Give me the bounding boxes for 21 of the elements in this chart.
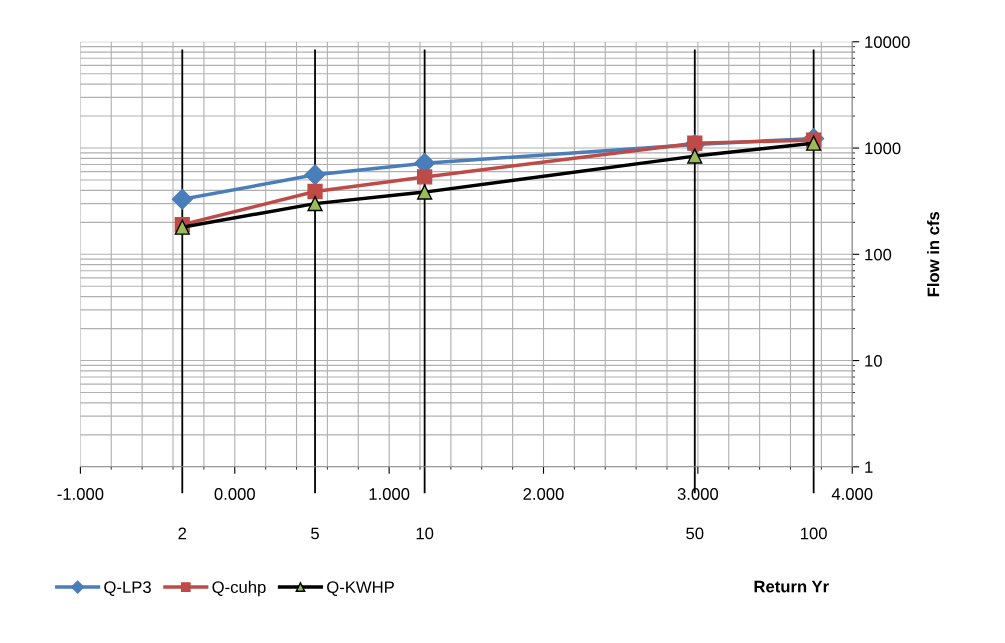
y-tick-label: 10 (865, 354, 882, 367)
y-tick-label: 1000 (865, 142, 901, 155)
legend-label: Q-LP3 (104, 581, 151, 597)
y-tick-label: 100 (865, 248, 892, 261)
x-tick-label: 1.000 (369, 488, 410, 500)
y-tick-label: 10000 (865, 36, 910, 48)
x-axis-title: Return Yr (754, 580, 829, 593)
legend-label: Q-cuhp (212, 580, 266, 597)
text: 2 (178, 527, 187, 540)
x-tick-label: 0.000 (214, 488, 255, 500)
x-tick-label: 2.000 (523, 488, 564, 500)
y-tick-label: 1 (865, 461, 873, 473)
text: 10 (416, 527, 434, 540)
y-axis-title: Flow in cfs (927, 211, 940, 297)
x-tick-label: 3.000 (677, 488, 719, 500)
text: 50 (686, 527, 704, 540)
text: 5 (311, 527, 319, 540)
x-tick-label: 4.000 (831, 488, 873, 500)
text: 100 (801, 527, 827, 540)
legend-label: Q-KWHP (327, 581, 394, 597)
x-tick-label: -1.000 (57, 488, 104, 500)
